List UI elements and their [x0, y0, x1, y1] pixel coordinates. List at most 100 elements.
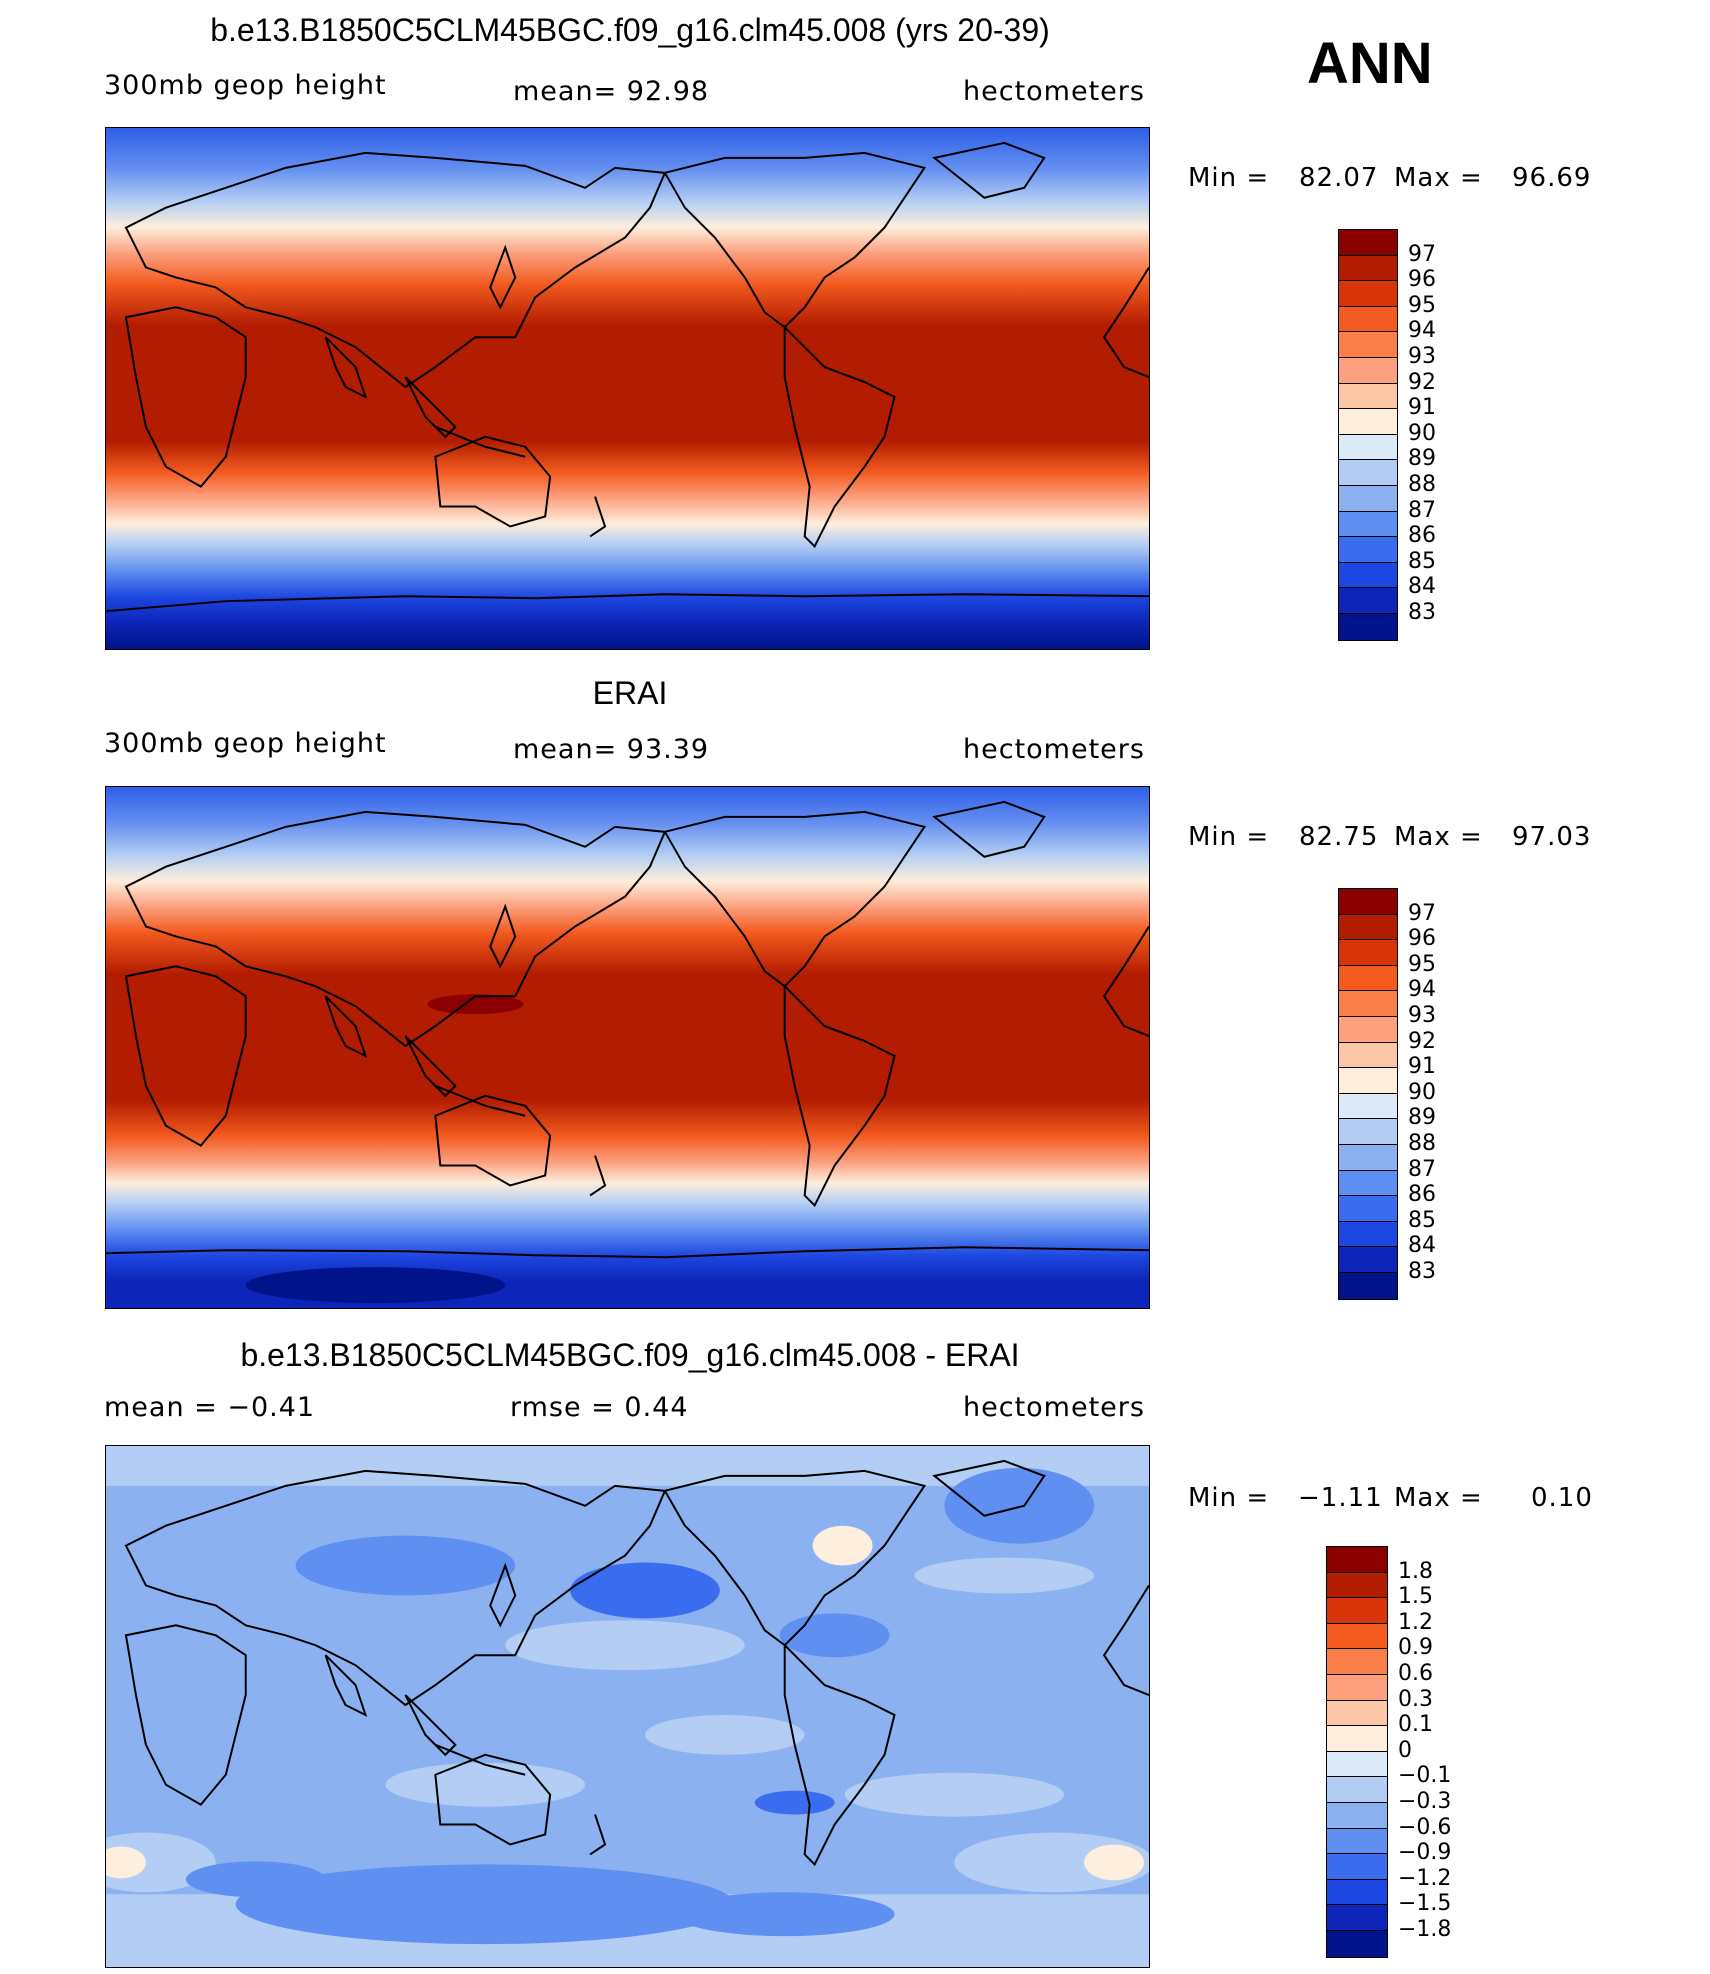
- colorbar-swatch: [1327, 1726, 1387, 1752]
- colorbar-tick-label: 87: [1408, 497, 1436, 523]
- panel-3-title: b.e13.B1850C5CLM45BGC.f09_g16.clm45.008 …: [240, 1337, 1020, 1373]
- colorbar-tick-label: 1.2: [1398, 1609, 1433, 1635]
- panel-2-map: [105, 786, 1150, 1309]
- colorbar-swatch: [1339, 1221, 1397, 1248]
- colorbar-swatch: [1327, 1623, 1387, 1650]
- panel-3-map: [105, 1445, 1150, 1968]
- colorbar-tick-label: 87: [1408, 1156, 1436, 1182]
- panel-1-title: b.e13.B1850C5CLM45BGC.f09_g16.clm45.008 …: [210, 12, 1050, 48]
- colorbar-swatch: [1339, 357, 1397, 384]
- colorbar-tick-label: 0.1: [1398, 1712, 1433, 1738]
- panel-1-variable-label: 300mb geop height: [104, 70, 387, 101]
- colorbar-swatch: [1339, 1042, 1397, 1069]
- colorbar-swatch: [1339, 588, 1397, 614]
- panel-3-max-label: Max =: [1394, 1483, 1483, 1513]
- colorbar-swatch: [1339, 1170, 1397, 1197]
- colorbar-swatch: [1327, 1649, 1387, 1675]
- colorbar-tick-label: 0.9: [1398, 1635, 1433, 1661]
- colorbar-tick-label: −1.2: [1398, 1865, 1452, 1891]
- colorbar-tick-label: 97: [1408, 241, 1436, 267]
- colorbar-swatch: [1339, 889, 1397, 915]
- colorbar-swatch: [1339, 332, 1397, 358]
- colorbar-swatch: [1339, 940, 1397, 966]
- panel-3-units-label: hectometers: [963, 1392, 1145, 1423]
- colorbar-swatch: [1327, 1930, 1387, 1957]
- colorbar-swatch: [1327, 1674, 1387, 1701]
- colorbar-swatch: [1339, 383, 1397, 410]
- colorbar-tick-label: 89: [1408, 1105, 1436, 1131]
- panel-2-max-value: 97.03: [1512, 822, 1592, 852]
- colorbar-tick-label: 89: [1408, 446, 1436, 472]
- colorbar-tick-label: 93: [1408, 344, 1436, 369]
- colorbar-swatch: [1339, 1196, 1397, 1222]
- panel-2-mean-label: mean= 93.39: [513, 734, 710, 765]
- colorbar-swatch: [1327, 1828, 1387, 1855]
- colorbar-tick-label: 84: [1408, 574, 1436, 600]
- colorbar-swatch: [1339, 1247, 1397, 1273]
- panel-1-min-value: 82.07: [1299, 163, 1379, 193]
- colorbar-tick-label: 0: [1398, 1737, 1412, 1763]
- colorbar-swatch: [1339, 1119, 1397, 1145]
- panel-1-mean-label: mean= 92.98: [513, 76, 710, 107]
- panel-2-units-label: hectometers: [963, 734, 1145, 765]
- colorbar-swatch: [1339, 409, 1397, 435]
- colorbar-tick-label: 94: [1408, 318, 1436, 344]
- colorbar-swatch: [1339, 991, 1397, 1017]
- colorbar-swatch: [1339, 1016, 1397, 1043]
- colorbar-tick-label: −0.3: [1398, 1789, 1452, 1814]
- colorbar-swatch: [1327, 1777, 1387, 1803]
- colorbar-tick-label: 91: [1408, 395, 1436, 421]
- colorbar-tick-label: 97: [1408, 900, 1436, 926]
- colorbar-swatch: [1339, 255, 1397, 282]
- colorbar-tick-label: 86: [1408, 1182, 1436, 1208]
- colorbar-tick-label: 95: [1408, 951, 1436, 977]
- panel-2-min-label: Min =: [1188, 822, 1270, 852]
- colorbar-tick-label: 0.6: [1398, 1661, 1433, 1686]
- colorbar-swatch: [1339, 1272, 1397, 1299]
- colorbar-swatch: [1339, 485, 1397, 512]
- colorbar-tick-label: 93: [1408, 1003, 1436, 1028]
- panel-3-mean-label: mean = −0.41: [104, 1392, 316, 1423]
- colorbar-tick-label: 1.5: [1398, 1584, 1433, 1610]
- colorbar-tick-label: 88: [1408, 1131, 1436, 1156]
- colorbar-swatches: [1326, 1546, 1388, 1958]
- panel-1-map: [105, 127, 1150, 650]
- colorbar-tick-label: 83: [1408, 1259, 1436, 1284]
- panel-2-max-label: Max =: [1394, 822, 1483, 852]
- colorbar-tick-label: 85: [1408, 1207, 1436, 1233]
- colorbar-tick-label: 94: [1408, 977, 1436, 1003]
- colorbar-swatches: [1338, 888, 1398, 1300]
- colorbar-swatch: [1339, 562, 1397, 589]
- colorbar-tick-label: 96: [1408, 267, 1436, 293]
- colorbar-tick-label: 92: [1408, 1028, 1436, 1054]
- colorbar-tick-label: −0.9: [1398, 1840, 1452, 1866]
- colorbar-swatches: [1338, 229, 1398, 641]
- colorbar-swatch: [1327, 1802, 1387, 1829]
- colorbar-swatch: [1339, 230, 1397, 256]
- colorbar-swatch: [1327, 1547, 1387, 1573]
- colorbar-tick-label: 83: [1408, 600, 1436, 625]
- colorbar-tick-label: 85: [1408, 548, 1436, 574]
- panel-1-units-label: hectometers: [963, 76, 1145, 107]
- colorbar-tick-label: −0.6: [1398, 1814, 1452, 1840]
- colorbar-tick-label: 88: [1408, 472, 1436, 497]
- colorbar-tick-label: 95: [1408, 292, 1436, 318]
- colorbar-swatch: [1339, 1093, 1397, 1120]
- colorbar-tick-label: 90: [1408, 1079, 1436, 1105]
- colorbar-swatch: [1327, 1854, 1387, 1880]
- colorbar-swatch: [1339, 613, 1397, 640]
- panel-3-min-label: Min =: [1188, 1483, 1270, 1513]
- panel-3-rmse-label: rmse = 0.44: [510, 1392, 689, 1423]
- panel-3-min-value: −1.11: [1298, 1483, 1383, 1513]
- colorbar-swatch: [1327, 1905, 1387, 1931]
- colorbar-swatch: [1339, 460, 1397, 486]
- panel-2-min-value: 82.75: [1299, 822, 1379, 852]
- colorbar-tick-label: −0.1: [1398, 1763, 1452, 1789]
- colorbar-swatch: [1339, 914, 1397, 941]
- colorbar-tick-label: 1.8: [1398, 1558, 1433, 1584]
- colorbar-tick-label: 86: [1408, 523, 1436, 549]
- colorbar-swatch: [1339, 434, 1397, 461]
- colorbar-tick-label: 91: [1408, 1054, 1436, 1080]
- colorbar-tick-label: 92: [1408, 369, 1436, 395]
- colorbar-swatch: [1327, 1598, 1387, 1624]
